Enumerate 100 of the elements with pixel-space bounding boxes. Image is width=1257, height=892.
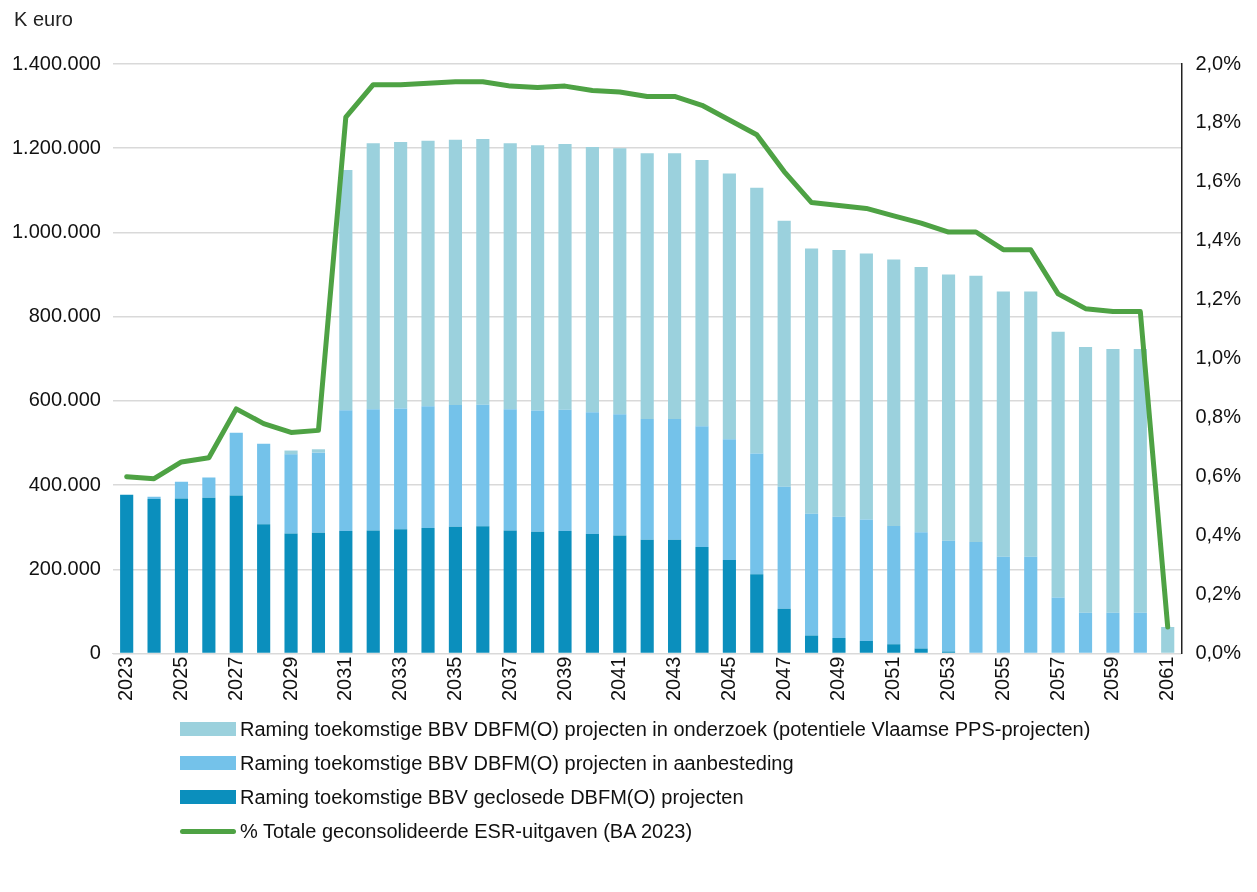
bar (722, 173, 736, 440)
bar (366, 143, 380, 410)
bar (1078, 612, 1093, 653)
bar (585, 146, 599, 413)
y2-tick-label: 0,8% (1195, 405, 1242, 428)
bar (887, 259, 901, 526)
bar (777, 220, 791, 487)
bar (1133, 612, 1147, 653)
bar (558, 144, 572, 410)
bar (805, 635, 819, 653)
bar (448, 405, 462, 527)
bar (941, 274, 956, 541)
bar (859, 640, 873, 653)
bar (1024, 291, 1038, 557)
bar (613, 148, 627, 415)
bar (503, 143, 517, 410)
bar (202, 497, 216, 653)
y-tick-label: 800.000 (28, 304, 101, 327)
legend-label: Raming toekomstige BBV geclosede DBFM(O) projecten (240, 786, 744, 808)
bar (668, 153, 682, 419)
y-tick-label: 0 (89, 641, 101, 664)
x-tick-label: 2041 (607, 656, 630, 702)
bar (448, 526, 462, 653)
bar (311, 449, 326, 453)
x-tick-label: 2035 (442, 656, 465, 702)
bar (832, 250, 846, 517)
bar (914, 648, 928, 653)
bar (1106, 349, 1120, 613)
bar (257, 524, 271, 653)
y2-tick-label: 1,2% (1195, 287, 1242, 310)
y-tick-label: 400.000 (28, 472, 101, 495)
bar (1051, 331, 1065, 598)
y-tick-label: 1.200.000 (11, 135, 101, 158)
bar (366, 530, 380, 653)
bar (1161, 626, 1175, 653)
bar (476, 138, 490, 405)
bar (394, 408, 408, 530)
bar (832, 637, 846, 653)
bar (339, 410, 353, 531)
bar (311, 532, 326, 653)
y-tick-label: 1.000.000 (11, 219, 101, 242)
x-tick-label: 2025 (168, 656, 191, 702)
x-tick-label: 2053 (936, 656, 959, 702)
bar (284, 533, 298, 653)
bar (805, 248, 819, 514)
bar (147, 498, 161, 653)
x-tick-label: 2051 (881, 656, 904, 702)
bar (339, 530, 353, 653)
bar (339, 170, 353, 411)
bar (202, 477, 216, 498)
bar (531, 410, 545, 532)
y2-tick-label: 1,8% (1195, 110, 1242, 133)
x-tick-label: 2045 (716, 656, 739, 702)
x-tick-label: 2043 (662, 656, 685, 702)
bar (750, 453, 764, 575)
bar (750, 574, 764, 653)
bar (640, 418, 654, 540)
y-tick-label: 600.000 (28, 388, 101, 411)
x-tick-label: 2033 (388, 656, 411, 702)
y2-tick-label: 1,6% (1195, 169, 1242, 192)
bar (421, 528, 435, 653)
bar (174, 481, 189, 499)
bar (832, 516, 846, 638)
x-tick-label: 2057 (1045, 656, 1068, 702)
bar (394, 141, 408, 409)
bar (229, 495, 243, 653)
bar (668, 539, 682, 653)
y2-tick-label: 2,0% (1195, 51, 1242, 74)
bar (1133, 349, 1147, 613)
x-tick-label: 2039 (552, 656, 575, 702)
y2-tick-label: 1,0% (1195, 346, 1242, 369)
bar (585, 533, 599, 653)
bar (476, 404, 490, 527)
bar (531, 145, 545, 411)
x-tick-label: 2047 (771, 656, 794, 702)
y2-tick-label: 0,2% (1195, 582, 1242, 605)
bar (503, 409, 517, 531)
bar (311, 452, 326, 533)
bar (695, 426, 709, 547)
bar (887, 525, 901, 645)
x-tick-label: 2027 (223, 656, 246, 702)
bar (229, 432, 243, 496)
bar (695, 160, 709, 427)
bar (859, 519, 873, 641)
y-tick-label: 200.000 (28, 556, 101, 579)
bar (421, 140, 435, 407)
bar (914, 532, 928, 649)
bar (257, 443, 271, 525)
bar (558, 409, 572, 531)
legend-label: % Totale geconsolideerde ESR-uitgaven (BA 2023) (240, 820, 693, 842)
bar (996, 291, 1010, 557)
x-tick-label: 2049 (826, 656, 849, 702)
bar (668, 418, 682, 540)
y2-tick-label: 0,4% (1195, 523, 1242, 546)
legend-label: Raming toekomstige BBV DBFM(O) projecten in onderzoek (potentiele Vlaamse PPS-projecten) (240, 718, 1091, 740)
bar (476, 526, 490, 653)
bar (284, 454, 298, 534)
bar (914, 266, 928, 533)
bar (969, 541, 983, 653)
y-tick-label: 1.400.000 (11, 51, 101, 74)
